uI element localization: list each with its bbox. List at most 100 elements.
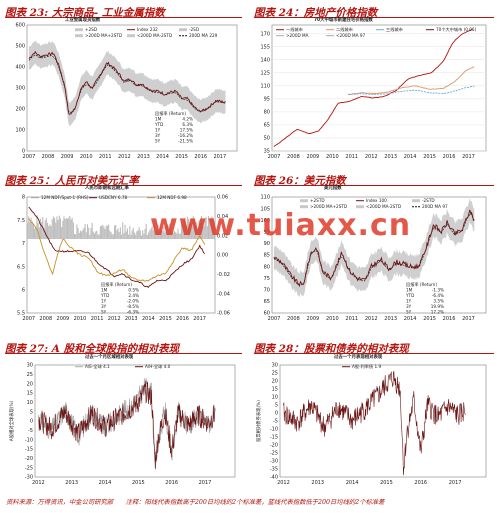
ndf-spread-bar	[133, 232, 136, 239]
ndf-spread-bar	[202, 223, 204, 239]
x-tick-label: 2015	[423, 316, 436, 322]
ndf-spread-bar	[123, 233, 125, 239]
y-tick-label: 600	[15, 23, 25, 29]
ndf-spread-bar	[118, 232, 120, 239]
ndf-spread-bar	[64, 218, 66, 239]
y-tick-label: 15	[27, 391, 33, 397]
y-tick-label: 6.5	[17, 264, 25, 270]
series-line	[273, 29, 473, 147]
chart-title: 美元指数	[324, 184, 342, 191]
ndf-spread-bar	[142, 230, 144, 239]
x-tick-label: 2014	[404, 316, 417, 322]
series-line	[38, 377, 216, 468]
ndf-spread-bar	[204, 218, 206, 239]
ndf-spread-bar	[189, 224, 191, 239]
ndf-spread-bar	[162, 231, 164, 239]
band-area	[273, 198, 475, 298]
return-value: 6.3%	[182, 122, 193, 127]
ndf-spread-bar	[83, 227, 85, 239]
ndf-spread-bar	[210, 217, 212, 239]
return-period: YTD	[100, 293, 109, 298]
x-tick-label: 2008	[287, 316, 300, 322]
ndf-spread-bar	[149, 230, 151, 239]
ndf-spread-bar	[102, 224, 104, 239]
ndf-spread-bar	[46, 222, 49, 239]
ndf-spread-bar	[140, 235, 143, 239]
ndf-spread-bar	[130, 234, 132, 239]
y-tick-label: 20	[272, 379, 278, 385]
x-tick-label: 2017	[462, 316, 475, 322]
x-tick-label: 2016	[165, 480, 178, 486]
ndf-spread-bar	[121, 234, 123, 239]
x-tick-label: 2014	[404, 154, 417, 160]
y-tick-label: 110	[260, 195, 270, 201]
ndf-spread-bar	[211, 216, 213, 239]
y-tick-label: 7.5	[17, 218, 25, 224]
y-tick-label: 105	[260, 206, 270, 212]
ndf-spread-bar	[51, 219, 53, 239]
ndf-spread-bar	[65, 218, 67, 239]
ndf-spread-bar	[156, 230, 158, 239]
x-tick-label: 2014	[156, 154, 169, 160]
ndf-spread-bar	[170, 227, 172, 239]
x-tick-label: 2014	[346, 480, 359, 486]
ndf-spread-bar	[44, 220, 46, 239]
x-tick-label: 2012	[277, 480, 290, 486]
ndf-spread-bar	[205, 216, 207, 239]
chart-title: 过去一个月区域相对表现	[85, 353, 134, 360]
figure-28-rule	[254, 353, 494, 354]
y-tick-label: 65	[264, 299, 270, 305]
x-tick-label: 2010	[80, 154, 93, 160]
x-tick-label: 2013	[384, 154, 397, 160]
ndf-spread-bar	[50, 226, 52, 239]
x-tick-label: 2015	[132, 480, 145, 486]
ndf-spread-bar	[90, 228, 92, 239]
x-tick-label: 2017	[462, 154, 475, 160]
x-tick-label: 2013	[311, 480, 324, 486]
x-tick-label: 2011	[99, 154, 112, 160]
x-tick-label: 2013	[137, 154, 150, 160]
legend-label: <200D MA-2STD	[366, 204, 401, 209]
legend-label: 二线城市	[336, 26, 353, 33]
plot-frame	[34, 364, 236, 478]
figure-23-rule	[5, 17, 242, 18]
ndf-spread-bar	[98, 234, 100, 239]
chart-title: 过去一个月表现相对表现	[334, 353, 383, 360]
ndf-spread-bar	[157, 224, 159, 239]
watermark-text: www.tuiaxx.cn	[150, 208, 412, 243]
ndf-spread-bar	[70, 219, 72, 239]
ndf-spread-bar	[76, 224, 78, 239]
x-tick-label: 2012	[108, 316, 121, 322]
chart-title: 70大中城市新建住宅价格指数	[314, 16, 373, 23]
ndf-spread-bar	[179, 233, 181, 239]
y-tick-label: 5	[30, 409, 33, 415]
y-tick-label: 75	[264, 276, 270, 282]
ndf-spread-bar	[91, 222, 93, 239]
chart-title: 工业金属现货指数	[65, 16, 101, 23]
y-tick-label: -10	[25, 437, 33, 443]
legend-label: 一线城市	[286, 26, 303, 33]
ndf-spread-bar	[199, 222, 201, 239]
ndf-spread-bar	[213, 222, 215, 239]
ndf-spread-bar	[105, 225, 107, 239]
return-value: -21.5%	[178, 139, 193, 144]
ndf-spread-bar	[41, 221, 43, 239]
ndf-spread-bar	[34, 228, 36, 239]
legend-label: +2SD	[85, 27, 97, 32]
ndf-spread-bar	[164, 232, 166, 239]
ndf-spread-bar	[71, 217, 73, 239]
ndf-spread-bar	[59, 218, 61, 239]
ndf-spread-bar	[112, 234, 114, 239]
ndf-spread-bar	[86, 224, 89, 239]
figure-27-title: 图表 27: A 股和全球股指的相对表现	[5, 343, 180, 355]
return-value: 17.2%	[431, 310, 444, 315]
x-tick-label: 2009	[61, 154, 74, 160]
y-tick-label: -20	[25, 456, 33, 462]
ndf-spread-bar	[160, 230, 163, 239]
ndf-spread-bar	[30, 217, 32, 239]
x-tick-label: 2011	[91, 316, 104, 322]
x-tick-label: 2016	[414, 480, 427, 486]
ndf-spread-bar	[52, 216, 54, 239]
y-tick-label: 5	[275, 403, 278, 409]
y-tick-label: 60	[264, 311, 270, 317]
